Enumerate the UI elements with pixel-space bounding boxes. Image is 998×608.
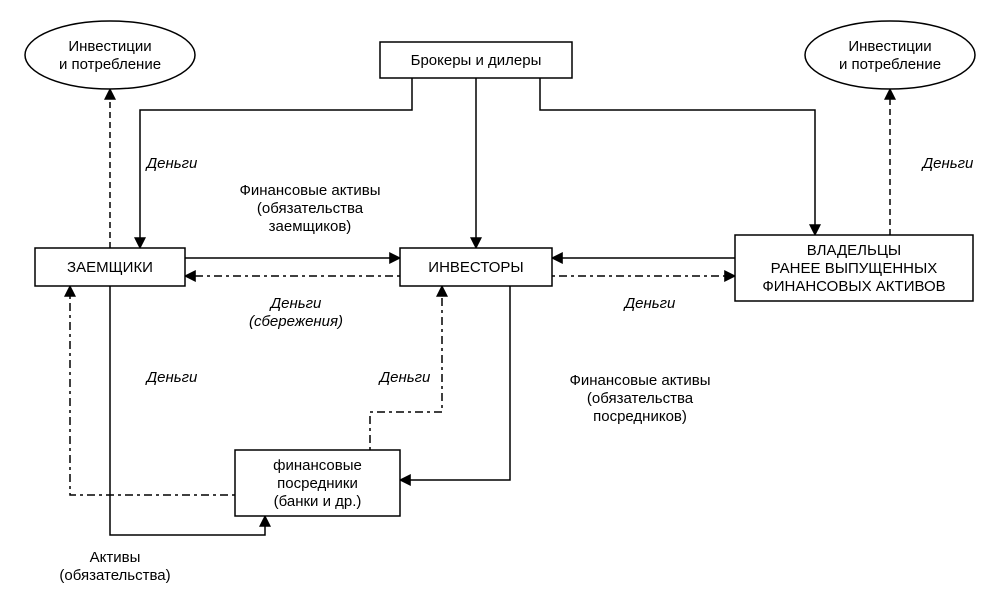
edge-intermediaries_to_borrowers_left xyxy=(70,286,235,495)
svg-text:Брокеры и дилеры: Брокеры и дилеры xyxy=(411,52,542,69)
svg-text:Инвестиции: Инвестиции xyxy=(848,38,931,55)
svg-text:и потребление: и потребление xyxy=(839,56,941,73)
svg-text:Финансовые активы: Финансовые активы xyxy=(569,372,710,389)
edge-label-investors_to_owners_bottom: Деньги xyxy=(623,295,676,312)
svg-text:(сбережения): (сбережения) xyxy=(249,313,343,330)
node-investors: ИНВЕСТОРЫ xyxy=(400,248,552,286)
edge-label-intermediaries_to_borrowers_left: Деньги xyxy=(145,369,198,386)
svg-text:Деньги: Деньги xyxy=(921,155,974,172)
node-inv_consume_left: Инвестициии потребление xyxy=(25,21,195,89)
edge-label-owners_to_invright: Деньги xyxy=(921,155,974,172)
node-inv_consume_right: Инвестициии потребление xyxy=(805,21,975,89)
svg-text:ИНВЕСТОРЫ: ИНВЕСТОРЫ xyxy=(428,259,523,276)
svg-text:Деньги: Деньги xyxy=(145,155,198,172)
svg-text:(обязательства: (обязательства xyxy=(257,200,364,217)
svg-text:ЗАЕМЩИКИ: ЗАЕМЩИКИ xyxy=(67,259,153,276)
svg-text:и потребление: и потребление xyxy=(59,56,161,73)
node-owners: ВЛАДЕЛЬЦЫРАНЕЕ ВЫПУЩЕННЫХФИНАНСОВЫХ АКТИ… xyxy=(735,235,973,301)
svg-text:(банки и др.): (банки и др.) xyxy=(274,493,362,510)
edge-label-borrowers_to_intermediaries_left: Активы(обязательства) xyxy=(59,549,170,584)
svg-text:Деньги: Деньги xyxy=(269,295,322,312)
svg-text:заемщиков): заемщиков) xyxy=(269,218,352,235)
svg-text:ФИНАНСОВЫХ АКТИВОВ: ФИНАНСОВЫХ АКТИВОВ xyxy=(762,278,945,295)
svg-text:РАНЕЕ ВЫПУЩЕННЫХ: РАНЕЕ ВЫПУЩЕННЫХ xyxy=(771,260,938,277)
svg-text:(обязательства): (обязательства) xyxy=(59,567,170,584)
svg-text:ВЛАДЕЛЬЦЫ: ВЛАДЕЛЬЦЫ xyxy=(807,242,901,259)
svg-text:посредники: посредники xyxy=(277,475,358,492)
edge-label-investors_to_borrowers_bottom: Деньги(сбережения) xyxy=(249,295,343,330)
diagram-canvas: Инвестициии потреблениеИнвестициии потре… xyxy=(0,0,998,608)
svg-text:Деньги: Деньги xyxy=(623,295,676,312)
svg-text:Финансовые активы: Финансовые активы xyxy=(239,182,380,199)
edge-label-investors_to_intermediaries_mid: Финансовые активы(обязательствапосредник… xyxy=(569,372,710,425)
edge-intermediaries_to_investors_mid xyxy=(370,286,442,450)
node-brokers: Брокеры и дилеры xyxy=(380,42,572,78)
node-borrowers: ЗАЕМЩИКИ xyxy=(35,248,185,286)
node-intermediaries: финансовыепосредники(банки и др.) xyxy=(235,450,400,516)
svg-text:финансовые: финансовые xyxy=(273,457,362,474)
svg-text:Деньги: Деньги xyxy=(378,369,431,386)
edge-label-borrowers_to_investors_top: Финансовые активы(обязательствазаемщиков… xyxy=(239,182,380,235)
svg-text:Инвестиции: Инвестиции xyxy=(68,38,151,55)
svg-text:посредников): посредников) xyxy=(593,408,687,425)
edge-brokers_to_owners xyxy=(540,78,815,235)
svg-text:Активы: Активы xyxy=(90,549,141,566)
svg-text:(обязательства: (обязательства xyxy=(587,390,694,407)
svg-text:Деньги: Деньги xyxy=(145,369,198,386)
edge-label-borrowers_to_invleft: Деньги xyxy=(145,155,198,172)
edge-label-intermediaries_to_investors_mid: Деньги xyxy=(378,369,431,386)
